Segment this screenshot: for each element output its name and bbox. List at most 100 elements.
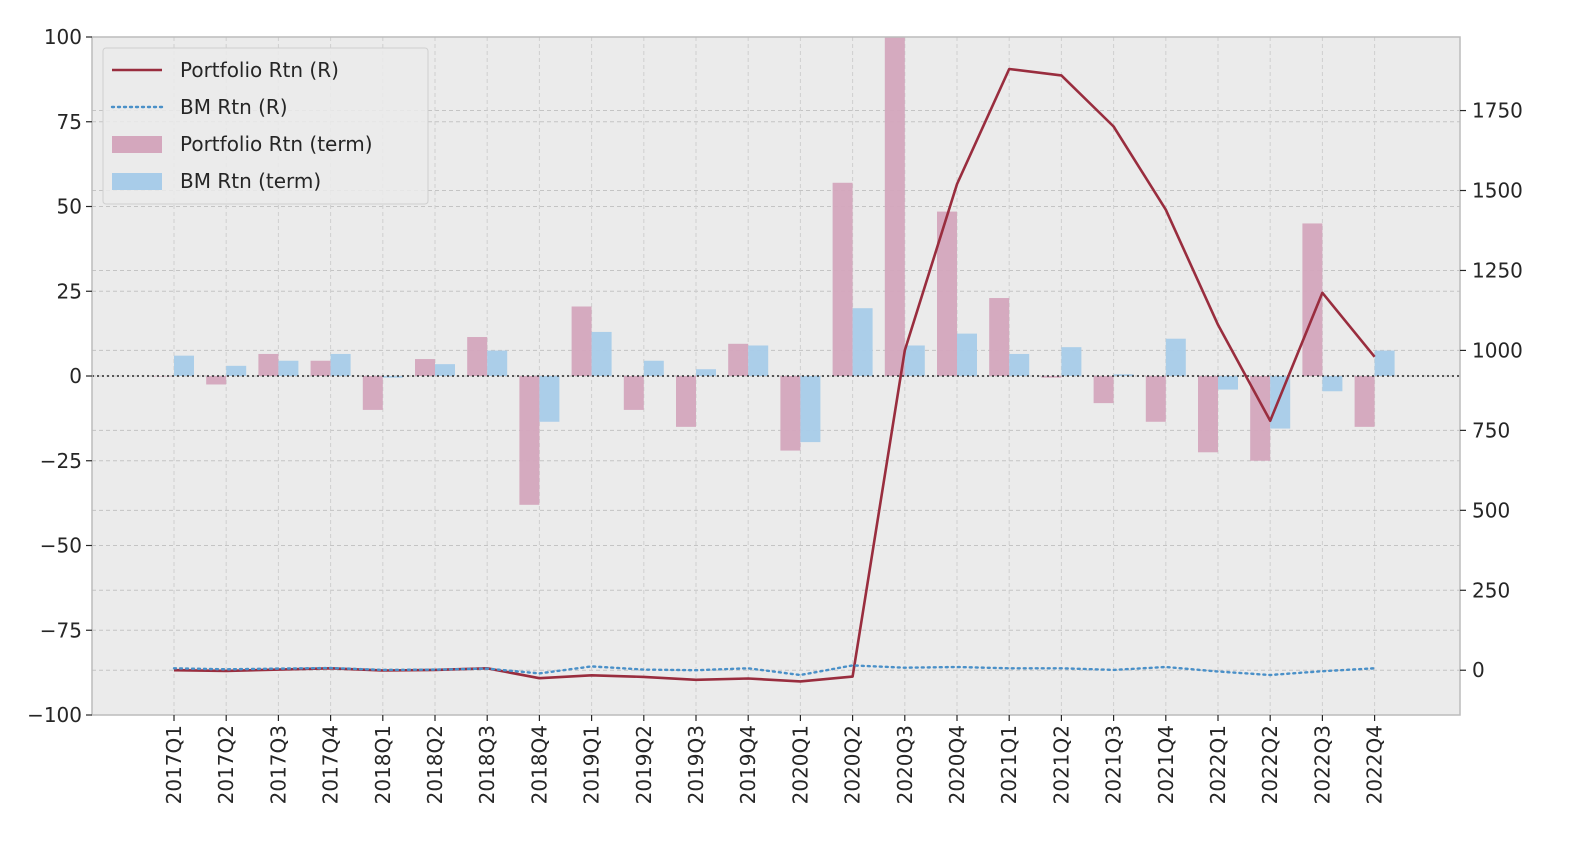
bar-bm-2017Q1: [174, 355, 194, 376]
bar-portfolio-2021Q4: [1145, 376, 1166, 422]
x-tick-label-2019Q3: 2019Q3: [684, 725, 708, 804]
right-tick-label-4: 1000: [1472, 338, 1523, 362]
bar-portfolio-2019Q2: [623, 376, 644, 410]
x-tick-label-2020Q3: 2020Q3: [893, 725, 917, 804]
bar-bm-2021Q3: [1113, 374, 1134, 376]
right-tick-label-1: 250: [1472, 578, 1510, 602]
left-tick-label-6: 50: [57, 195, 82, 219]
bar-portfolio-2018Q1: [362, 376, 383, 410]
x-tick-label-2019Q1: 2019Q1: [580, 725, 604, 804]
bar-bm-2018Q2: [435, 364, 455, 376]
bar-bm-2018Q3: [487, 350, 508, 376]
lines-group: [172, 67, 1376, 683]
bar-portfolio-2020Q2: [832, 182, 853, 376]
right-tick-label-7: 1750: [1472, 99, 1523, 123]
legend-label-bm-rtn-r: BM Rtn (R): [180, 95, 288, 119]
left-tick-label-4: 0: [69, 364, 82, 388]
bar-portfolio-2022Q3: [1302, 223, 1323, 376]
bar-portfolio-2019Q3: [676, 376, 696, 427]
bar-portfolio-2018Q2: [415, 359, 435, 376]
bar-bm-2017Q3: [278, 360, 299, 376]
x-tick-label-2019Q4: 2019Q4: [736, 725, 760, 804]
bar-bm-2022Q3: [1322, 376, 1343, 392]
bar-portfolio-2018Q3: [467, 337, 488, 376]
left-tick-label-1: −75: [40, 618, 82, 642]
bar-bm-2022Q1: [1218, 376, 1238, 390]
left-tick-label-8: 100: [44, 25, 82, 49]
legend-label-portfolio-rtn-r: Portfolio Rtn (R): [180, 58, 339, 82]
x-tick-label-2020Q2: 2020Q2: [841, 725, 865, 804]
x-tick-label-2021Q4: 2021Q4: [1154, 725, 1178, 804]
bar-portfolio-2020Q3: [884, 37, 905, 376]
x-tick-label-2017Q4: 2017Q4: [319, 725, 343, 804]
x-tick-label-2018Q2: 2018Q2: [423, 725, 447, 804]
legend-swatch-bm-rtn-term: [112, 173, 162, 190]
bar-bm-2017Q4: [330, 353, 351, 376]
bar-portfolio-2017Q4: [310, 360, 331, 376]
right-tick-label-3: 750: [1472, 418, 1510, 442]
x-tick-label-2018Q1: 2018Q1: [371, 725, 395, 804]
bar-portfolio-2017Q3: [258, 353, 279, 376]
right-tick-label-5: 1250: [1472, 258, 1523, 282]
left-tick-label-2: −50: [40, 534, 82, 558]
x-tick-label-2021Q2: 2021Q2: [1049, 725, 1073, 804]
legend-label-bm-rtn-term: BM Rtn (term): [180, 169, 321, 193]
line-bm-rtn-r: [172, 664, 1376, 677]
x-tick-label-2021Q1: 2021Q1: [997, 725, 1021, 804]
bar-bm-2018Q1: [382, 376, 403, 378]
left-tick-label-3: −25: [40, 449, 82, 473]
bar-portfolio-2021Q2: [1041, 376, 1062, 378]
x-tick-label-2020Q1: 2020Q1: [788, 725, 812, 804]
x-tick-label-2017Q2: 2017Q2: [214, 725, 238, 804]
bar-portfolio-2022Q2: [1250, 376, 1271, 461]
bar-bm-2020Q1: [800, 376, 821, 443]
bar-portfolio-2020Q1: [780, 376, 801, 451]
x-tick-label-2017Q1: 2017Q1: [162, 725, 186, 804]
bar-portfolio-2017Q2: [206, 376, 227, 385]
bar-portfolio-2018Q4: [519, 376, 540, 505]
left-tick-label-7: 75: [57, 110, 82, 134]
bar-bm-2017Q2: [226, 365, 247, 376]
legend-box: [102, 47, 429, 205]
bar-portfolio-2022Q4: [1354, 376, 1375, 427]
x-tick-label-2019Q2: 2019Q2: [632, 725, 656, 804]
bar-portfolio-2020Q4: [937, 211, 957, 376]
bar-portfolio-2019Q4: [728, 343, 749, 376]
bar-portfolio-2019Q1: [571, 306, 592, 376]
bar-bm-2018Q4: [539, 376, 560, 422]
right-tick-label-6: 1500: [1472, 179, 1523, 203]
bar-bm-2020Q2: [852, 308, 873, 376]
bar-bm-2020Q4: [957, 333, 977, 376]
bar-bm-2022Q4: [1374, 350, 1395, 376]
bar-bm-2019Q2: [643, 360, 664, 376]
left-tick-label-5: 25: [57, 279, 82, 303]
legend-swatch-portfolio-rtn-term: [112, 136, 162, 153]
x-tick-label-2021Q3: 2021Q3: [1102, 725, 1126, 804]
bar-bm-2022Q2: [1270, 376, 1291, 429]
x-tick-label-2018Q3: 2018Q3: [475, 725, 499, 804]
left-y-axis: −100 −75 −50 −25 0 25 50 75 100: [27, 25, 92, 727]
legend: Portfolio Rtn (R) BM Rtn (R) Portfolio Rtn…: [102, 47, 429, 205]
x-tick-label-2018Q4: 2018Q4: [527, 725, 551, 804]
x-tick-label-2022Q2: 2022Q2: [1258, 725, 1282, 804]
bar-bm-2020Q3: [904, 345, 925, 376]
bar-portfolio-2021Q1: [989, 298, 1010, 376]
bar-bm-2021Q2: [1061, 347, 1082, 376]
left-tick-label-0: −100: [27, 703, 82, 727]
x-tick-label-2022Q4: 2022Q4: [1363, 725, 1387, 804]
bar-bm-2019Q4: [748, 345, 769, 376]
right-tick-label-2: 500: [1472, 498, 1510, 522]
bar-portfolio-2022Q1: [1198, 376, 1218, 453]
bar-bm-2021Q1: [1009, 353, 1030, 376]
x-tick-label-2020Q4: 2020Q4: [945, 725, 969, 804]
bar-bm-2021Q4: [1165, 338, 1186, 376]
bars-group: [154, 37, 1395, 505]
x-tick-label-2017Q3: 2017Q3: [266, 725, 290, 804]
x-tick-label-2022Q3: 2022Q3: [1310, 725, 1334, 804]
right-tick-label-0: 0: [1472, 658, 1485, 682]
legend-label-portfolio-rtn-term: Portfolio Rtn (term): [180, 132, 373, 156]
bar-portfolio-2021Q3: [1093, 376, 1114, 404]
x-tick-label-2022Q1: 2022Q1: [1206, 725, 1230, 804]
bar-bm-2019Q1: [591, 331, 612, 376]
